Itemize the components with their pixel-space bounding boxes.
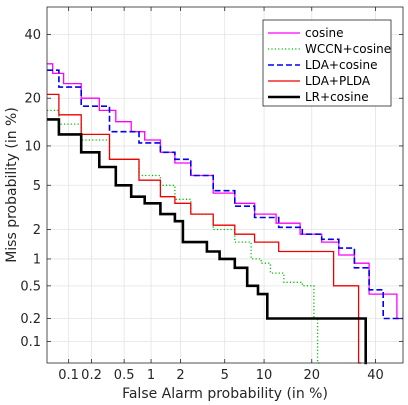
- y-tick-label: 1: [33, 252, 41, 267]
- y-tick-label: 10: [24, 139, 41, 154]
- x-tick-label: 10: [256, 368, 273, 383]
- y-tick-label: 5: [33, 179, 41, 194]
- x-tick-label: 1: [147, 368, 155, 383]
- y-tick-label: 0.1: [20, 335, 41, 350]
- x-tick-labels: 0.1 0.2 0.5 1 2 5 10 20 40: [58, 368, 384, 383]
- series-layer: [47, 63, 403, 365]
- series-line-1: [47, 109, 320, 364]
- y-tick-label: 0.2: [20, 312, 41, 327]
- y-tick-label: 0.5: [20, 279, 41, 294]
- x-tick-label: 2: [176, 368, 184, 383]
- x-tick-label: 40: [367, 368, 384, 383]
- legend-label-1: WCCN+cosine: [305, 42, 391, 56]
- x-tick-label: 20: [303, 368, 320, 383]
- x-axis-label: False Alarm probability (in %): [122, 386, 328, 402]
- legend-label-4: LR+cosine: [305, 90, 369, 104]
- legend-label-3: LDA+PLDA: [305, 74, 371, 88]
- y-tick-labels: 0.1 0.2 0.5 1 2 5 10 20 40: [20, 28, 41, 350]
- legend: cosine WCCN+cosine LDA+cosine LDA+PLDA LR+co…: [262, 19, 392, 107]
- x-tick-label: 0.1: [58, 368, 79, 383]
- x-tick-label: 0.2: [81, 368, 102, 383]
- x-tick-label: 5: [221, 368, 229, 383]
- ticks: [47, 7, 403, 363]
- y-axis-label: Miss probability (in %): [4, 107, 20, 263]
- legend-box: [262, 19, 392, 107]
- x-tick-label: 0.5: [114, 368, 135, 383]
- series-line-3: [47, 93, 362, 364]
- series-line-2: [47, 69, 403, 320]
- legend-label-0: cosine: [305, 26, 344, 40]
- y-tick-label: 20: [24, 92, 41, 107]
- y-tick-label: 2: [33, 223, 41, 238]
- y-tick-label: 40: [24, 28, 41, 43]
- series-line-4: [47, 118, 367, 365]
- legend-label-2: LDA+cosine: [305, 58, 378, 72]
